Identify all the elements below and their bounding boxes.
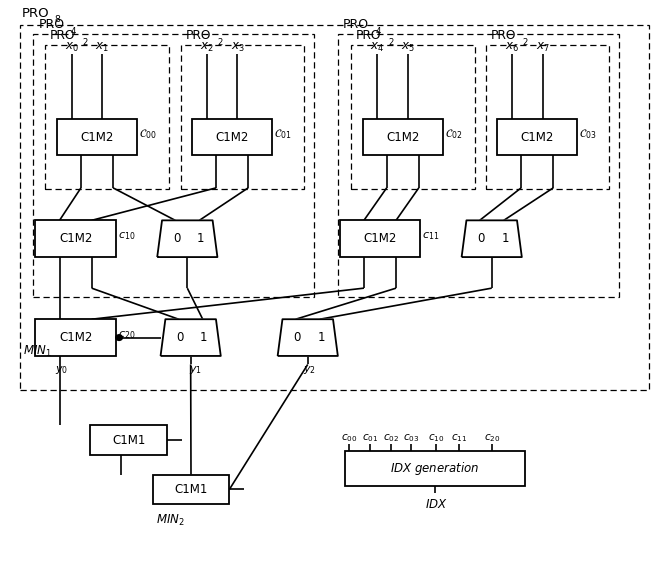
Text: 0: 0 [477,232,484,245]
Polygon shape [462,220,522,257]
Bar [340,220,420,257]
Text: 2: 2 [388,38,393,47]
Text: $c_{11}$: $c_{11}$ [451,432,467,444]
Text: $IDX$ generation: $IDX$ generation [390,460,480,477]
Text: $x_2$: $x_2$ [200,41,213,54]
Text: C1M2: C1M2 [59,331,92,344]
Polygon shape [161,319,221,356]
Text: 2: 2 [82,38,88,47]
Text: C1M2: C1M2 [59,232,92,245]
Text: $c_{01}$: $c_{01}$ [362,432,378,444]
Text: C1M1: C1M1 [112,433,145,447]
Bar [57,119,137,155]
Text: 4: 4 [375,27,381,36]
Bar [486,45,609,189]
Text: 8: 8 [54,15,60,24]
Text: $IDX$: $IDX$ [425,498,448,511]
Bar [181,45,304,189]
Bar [497,119,577,155]
Bar [192,119,272,155]
Text: $c_{00}$: $c_{00}$ [341,432,357,444]
Text: $x_6$: $x_6$ [505,41,518,54]
Text: $c_{20}$: $c_{20}$ [118,329,135,341]
Text: PRO: PRO [356,29,381,42]
Text: $c_{10}$: $c_{10}$ [428,432,444,444]
Text: C1M1: C1M1 [175,483,207,496]
Text: 0: 0 [173,232,180,245]
Text: PRO: PRO [185,29,211,42]
Text: PRO: PRO [490,29,516,42]
Text: PRO: PRO [343,18,369,31]
Bar [20,25,649,390]
Text: $x_7$: $x_7$ [536,41,549,54]
Text: $\mathcal{C}_{00}$: $\mathcal{C}_{00}$ [139,127,157,141]
Bar [90,425,167,455]
Text: $\mathcal{C}_{03}$: $\mathcal{C}_{03}$ [579,127,597,141]
Text: PRO: PRO [39,18,65,31]
Text: 0: 0 [293,331,300,344]
Text: C1M2: C1M2 [520,131,554,144]
Bar [45,45,169,189]
Polygon shape [157,220,217,257]
Text: 0: 0 [176,331,183,344]
Bar [153,475,229,504]
Text: $c_{02}$: $c_{02}$ [383,432,399,444]
Text: $y_1$: $y_1$ [189,364,203,376]
Text: 1: 1 [317,331,324,344]
Text: 2: 2 [522,38,528,47]
Text: $y_2$: $y_2$ [303,364,316,376]
Text: $c_{20}$: $c_{20}$ [484,432,500,444]
Text: PRO: PRO [22,7,50,20]
Text: $\mathcal{C}_{02}$: $\mathcal{C}_{02}$ [445,127,462,141]
Text: $x_0$: $x_0$ [65,41,78,54]
Text: PRO: PRO [50,29,76,42]
Text: $x_3$: $x_3$ [231,41,244,54]
Text: $c_{11}$: $c_{11}$ [422,231,440,242]
Circle shape [116,334,122,340]
Text: $x_5$: $x_5$ [401,41,415,54]
Bar [345,451,525,486]
Polygon shape [278,319,338,356]
Bar [363,119,443,155]
Text: 1: 1 [197,232,204,245]
Bar [338,34,619,297]
Text: $y_0$: $y_0$ [55,364,68,376]
Bar [35,319,116,356]
Text: C1M2: C1M2 [363,232,397,245]
Text: $x_1$: $x_1$ [96,41,109,54]
Text: C1M2: C1M2 [80,131,114,144]
Text: C1M2: C1M2 [215,131,249,144]
Text: $x_4$: $x_4$ [371,41,384,54]
Bar [35,220,116,257]
Text: $c_{10}$: $c_{10}$ [118,231,135,242]
Text: 1: 1 [200,331,207,344]
Text: C1M2: C1M2 [386,131,419,144]
Text: 4: 4 [71,27,76,36]
Bar [33,34,314,297]
Bar [351,45,475,189]
Text: $MIN_1$: $MIN_1$ [23,344,52,359]
Text: $c_{03}$: $c_{03}$ [403,432,419,444]
Text: 2: 2 [217,38,223,47]
Text: 1: 1 [501,232,508,245]
Text: $MIN_2$: $MIN_2$ [156,512,185,528]
Text: $\mathcal{C}_{01}$: $\mathcal{C}_{01}$ [274,127,292,141]
